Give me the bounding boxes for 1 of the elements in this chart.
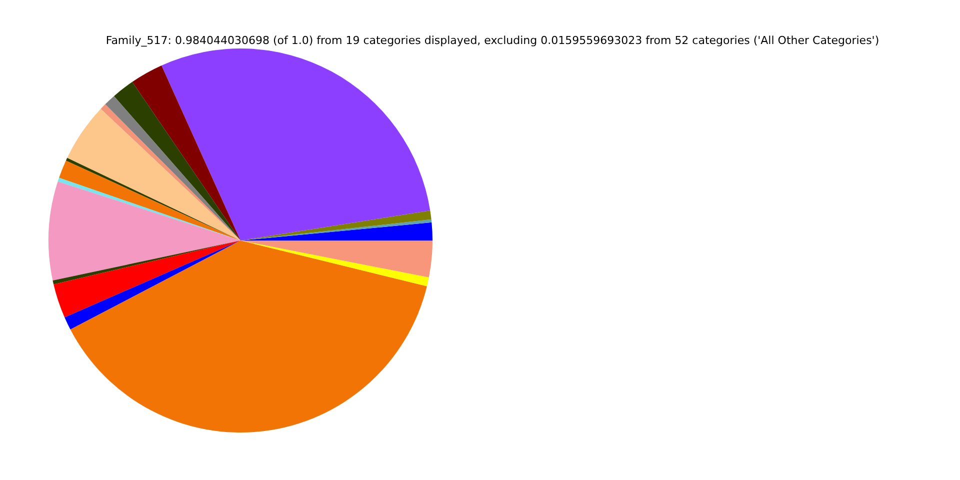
text: Family_517: 0.984044030698 (of 1.0) from 19 categories displayed, excluding 0.0159559693023 from 52 categories ('All Other Categories') bbox=[106, 34, 880, 47]
